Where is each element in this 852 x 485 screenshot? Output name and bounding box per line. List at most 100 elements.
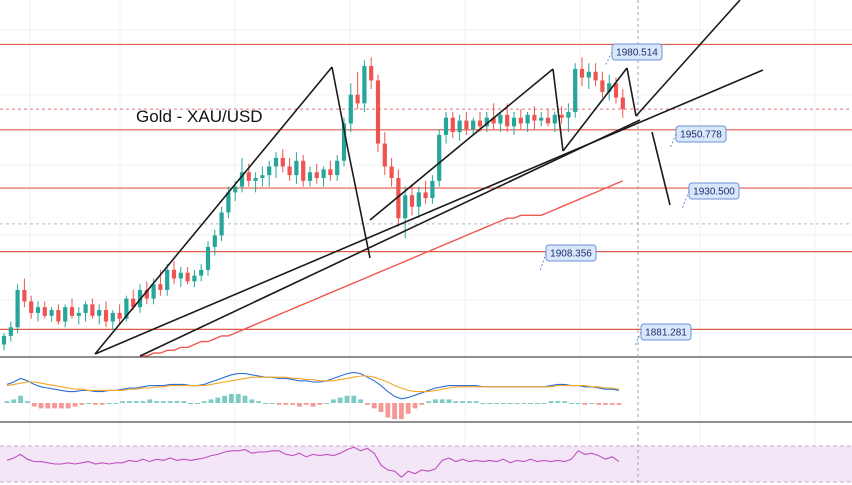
macd-histogram-bar <box>317 403 323 405</box>
macd-histogram-bar <box>45 403 51 409</box>
macd-histogram-bar <box>344 395 350 403</box>
price-label-box <box>688 182 740 200</box>
rsi-line <box>6 446 620 478</box>
macd-histogram-bar <box>439 399 445 403</box>
candle-body <box>416 192 421 207</box>
trend-line <box>139 119 641 357</box>
candle-body <box>389 166 394 178</box>
candle-body <box>15 289 20 328</box>
candle-body <box>246 172 251 181</box>
macd-histogram-bar <box>167 401 173 403</box>
macd-histogram-bar <box>609 403 615 405</box>
trend-lines <box>94 0 764 357</box>
macd-histogram-bar <box>208 399 214 403</box>
macd-histogram-bar <box>548 401 554 403</box>
macd-histogram-bar <box>201 401 207 403</box>
price-label-box <box>640 323 692 341</box>
candle-body <box>369 66 374 81</box>
label-connector <box>539 252 547 272</box>
macd-histogram-bar <box>120 401 125 403</box>
candle-body <box>260 175 265 178</box>
trend-line <box>552 68 564 152</box>
trend-line <box>626 67 637 117</box>
macd-histogram-bar <box>222 395 227 403</box>
candle-body <box>233 186 238 193</box>
candle-body <box>505 114 510 127</box>
macd-histogram-bar <box>324 403 329 404</box>
candle-body <box>484 117 489 127</box>
macd-histogram-bar <box>392 403 397 420</box>
macd-histogram-bar <box>106 403 112 404</box>
macd-histogram-bar <box>188 403 193 404</box>
candle-body <box>144 289 149 299</box>
macd-histogram-bar <box>290 403 295 405</box>
trend-line <box>94 66 333 355</box>
macd-histogram-bar <box>460 401 465 403</box>
candle-body <box>423 192 428 199</box>
candle-body <box>477 120 483 127</box>
price-label-box <box>545 244 597 262</box>
label-connector <box>634 331 642 347</box>
candle-body <box>103 310 109 322</box>
candle-body <box>56 310 61 322</box>
candle-body <box>131 298 136 308</box>
macd-histogram-bar <box>181 401 187 403</box>
macd-histogram-bar <box>378 403 384 412</box>
candle-body <box>409 195 415 207</box>
level-labels: 1980.514 1950.778 1930.500 1908.356 1881.281 <box>539 43 740 347</box>
macd-histogram-bar <box>582 403 588 405</box>
candle-body <box>552 114 557 124</box>
trend-line <box>347 149 371 259</box>
macd-histogram-bar <box>235 394 241 403</box>
candle-body <box>457 120 462 133</box>
macd-histogram-bar <box>263 403 268 404</box>
candle-body <box>335 160 340 176</box>
macd-histogram-bar <box>86 403 91 404</box>
candle-body <box>253 178 258 181</box>
candle-body <box>532 114 537 121</box>
candle-body <box>165 269 170 290</box>
macd-histogram-bar <box>521 403 527 404</box>
trend-line <box>94 69 764 355</box>
macd-histogram-bar <box>385 403 391 418</box>
candle-body <box>355 94 360 104</box>
macd-histogram-bar <box>467 401 472 403</box>
candle-body <box>607 83 612 92</box>
macd-histogram-bar <box>195 403 200 404</box>
macd-histogram-bar <box>337 397 343 403</box>
candle-body <box>171 269 177 279</box>
candle-body <box>471 120 476 130</box>
macd-histogram-bar <box>569 403 574 404</box>
trend-line <box>331 66 349 151</box>
candle-body <box>280 157 285 167</box>
macd-histogram-bar <box>412 403 418 409</box>
rsi-panel <box>6 446 620 478</box>
price-label-box <box>611 43 663 61</box>
label-connector <box>681 190 690 210</box>
candle-body <box>525 114 530 124</box>
candle-body <box>443 117 449 135</box>
macd-histogram-bar <box>79 403 85 405</box>
candle-body <box>273 157 279 167</box>
candles <box>1 57 625 351</box>
candle-body <box>29 301 34 313</box>
candle-body <box>219 212 224 236</box>
price-label: 1908.356 <box>550 249 592 260</box>
chart-title: Gold - XAU/USD <box>136 107 263 126</box>
candle-body <box>362 66 367 104</box>
macd-histogram-bar <box>113 403 119 404</box>
candle-body <box>511 117 517 127</box>
candle-body <box>212 235 217 247</box>
macd-histogram-bar <box>99 403 105 405</box>
macd-histogram-bar <box>426 401 431 403</box>
macd-panel <box>4 371 622 420</box>
candle-body <box>117 312 122 319</box>
candle-body <box>110 312 115 322</box>
macd-histogram-bar <box>371 403 377 409</box>
macd-histogram-bar <box>72 403 78 407</box>
candle-body <box>586 71 591 78</box>
candle-body <box>579 68 585 78</box>
candle-body <box>491 117 496 124</box>
